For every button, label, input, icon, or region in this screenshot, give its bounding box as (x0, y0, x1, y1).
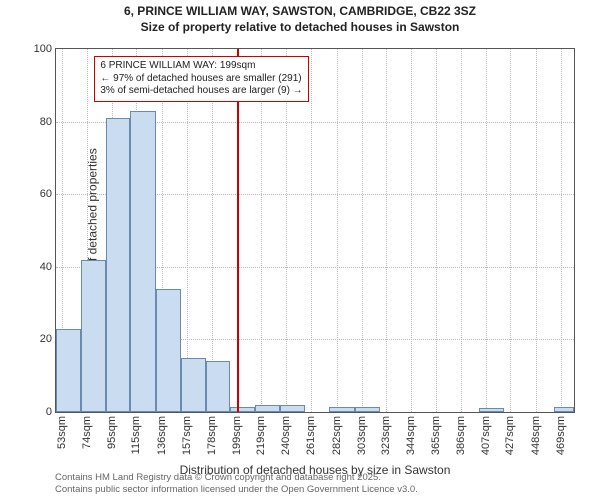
xtick-label: 407sqm (480, 416, 492, 455)
histogram-bar (255, 405, 280, 412)
ytick-label: 20 (40, 333, 52, 345)
xtick-label: 219sqm (255, 416, 267, 455)
xtick-label: 427sqm (504, 416, 516, 455)
histogram-bar (81, 260, 106, 412)
gridline-v (436, 49, 437, 412)
reference-line (237, 49, 239, 412)
annotation-line: 6 PRINCE WILLIAM WAY: 199sqm (100, 60, 302, 73)
title-line1: 6, PRINCE WILLIAM WAY, SAWSTON, CAMBRIDG… (0, 4, 600, 20)
xtick-label: 95sqm (106, 416, 118, 449)
xtick-label: 261sqm (305, 416, 317, 455)
gridline-v (311, 49, 312, 412)
gridline-v (561, 49, 562, 412)
annotation-line: 3% of semi-detached houses are larger (9… (100, 85, 302, 98)
xtick-label: 199sqm (231, 416, 243, 455)
footer-attribution: Contains HM Land Registry data © Crown c… (55, 472, 418, 496)
gridline-v (461, 49, 462, 412)
annotation-box: 6 PRINCE WILLIAM WAY: 199sqm← 97% of det… (94, 56, 308, 102)
xtick-label: 448sqm (530, 416, 542, 455)
annotation-line: ← 97% of detached houses are smaller (29… (100, 73, 302, 86)
chart-area: Number of detached properties 0204060801… (55, 48, 575, 413)
ytick-label: 80 (40, 116, 52, 128)
histogram-bar (554, 407, 574, 412)
xtick-label: 323sqm (380, 416, 392, 455)
xtick-label: 303sqm (356, 416, 368, 455)
xtick-label: 157sqm (181, 416, 193, 455)
xtick-label: 115sqm (130, 416, 142, 454)
xtick-label: 53sqm (56, 416, 68, 449)
ytick-label: 100 (34, 43, 52, 55)
gridline-v (286, 49, 287, 412)
histogram-bar (181, 358, 206, 412)
gridline-v (386, 49, 387, 412)
gridline-v (337, 49, 338, 412)
xtick-label: 344sqm (405, 416, 417, 455)
xtick-label: 136sqm (156, 416, 168, 455)
footer-line1: Contains HM Land Registry data © Crown c… (55, 472, 418, 484)
xtick-label: 240sqm (280, 416, 292, 455)
xtick-label: 365sqm (430, 416, 442, 455)
xtick-label: 282sqm (331, 416, 343, 455)
histogram-bar (156, 289, 181, 412)
gridline-v (536, 49, 537, 412)
ytick-label: 60 (40, 188, 52, 200)
histogram-bar (280, 405, 305, 412)
gridline-v (212, 49, 213, 412)
histogram-bar (230, 407, 255, 412)
histogram-bar (479, 408, 504, 412)
histogram-bar (355, 407, 380, 412)
chart-title: 6, PRINCE WILLIAM WAY, SAWSTON, CAMBRIDG… (0, 0, 600, 35)
histogram-bar (206, 361, 230, 412)
ytick-label: 0 (46, 406, 52, 418)
gridline-v (510, 49, 511, 412)
xtick-label: 74sqm (81, 416, 93, 449)
xtick-label: 386sqm (455, 416, 467, 455)
histogram-bar (130, 111, 155, 412)
xtick-label: 469sqm (555, 416, 567, 455)
plot-region: 02040608010053sqm74sqm95sqm115sqm136sqm1… (55, 48, 575, 413)
histogram-bar (329, 407, 354, 412)
gridline-v (411, 49, 412, 412)
gridline-v (362, 49, 363, 412)
histogram-bar (106, 118, 130, 412)
title-line2: Size of property relative to detached ho… (0, 20, 600, 36)
histogram-bar (56, 329, 81, 412)
xtick-label: 178sqm (206, 416, 218, 455)
gridline-v (486, 49, 487, 412)
gridline-v (261, 49, 262, 412)
ytick-label: 40 (40, 261, 52, 273)
footer-line2: Contains public sector information licen… (55, 484, 418, 496)
